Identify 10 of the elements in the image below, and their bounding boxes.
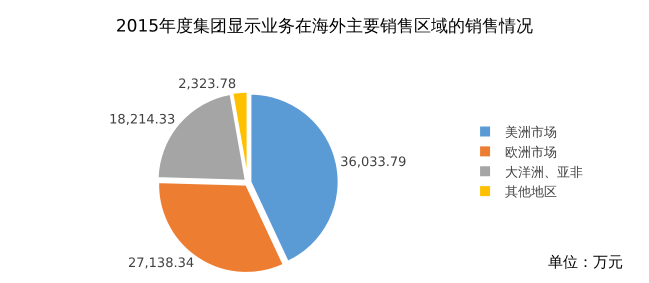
data-label: 18,214.33	[109, 112, 176, 128]
legend-label: 大洋洲、亚非	[505, 165, 584, 180]
legend-label: 欧洲市场	[505, 145, 558, 160]
text: 单位：万元	[548, 253, 623, 271]
data-label: 2,323.78	[178, 77, 236, 92]
legend-label: 其他地区	[505, 185, 558, 200]
legend-label: 美洲市场	[505, 124, 558, 141]
data-label: 27,138.34	[128, 256, 194, 272]
data-label: 36,033.79	[340, 154, 406, 170]
chart-title: 2015年度集团显示业务在海外主要销售区域的销售情况	[116, 16, 534, 37]
